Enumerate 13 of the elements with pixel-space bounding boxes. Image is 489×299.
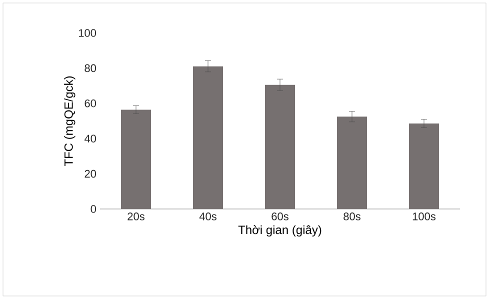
x-axis-title: Thời gian (giây) — [238, 225, 322, 237]
x-tick-label: 40s — [199, 212, 216, 220]
x-tick-label: 80s — [344, 212, 360, 220]
y-axis-title: TFC (mgQE/gck) — [64, 76, 76, 166]
x-tick-label: 20s — [128, 212, 144, 220]
y-tick-label: 20 — [84, 170, 96, 178]
y-tick-label: 0 — [90, 205, 96, 213]
x-tick-label: 100s — [412, 212, 436, 220]
y-tick-label: 40 — [84, 134, 96, 142]
x-tick-label: 60s — [272, 212, 288, 220]
y-tick-label: 100 — [78, 29, 96, 37]
y-tick-label: 60 — [84, 100, 96, 108]
y-tick-label: 80 — [84, 64, 96, 72]
